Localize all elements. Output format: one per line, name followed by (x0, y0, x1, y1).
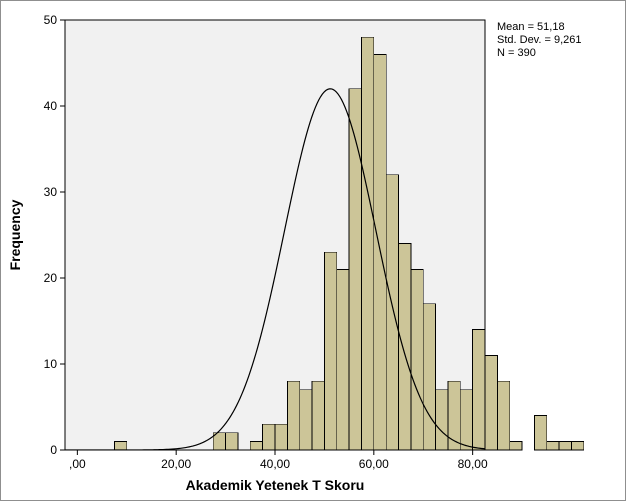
x-tick-label: ,00 (69, 457, 86, 471)
x-tick-label: 60,00 (359, 457, 389, 471)
histogram-chart: ,00 20,00 40,00 60,00 80,00 0 10 20 30 40 50 Akadem… (0, 0, 626, 501)
x-tick-label: 80,00 (458, 457, 488, 471)
y-tick-label: 40 (44, 99, 58, 113)
chart-svg: ,00 20,00 40,00 60,00 80,00 0 10 20 30 40 50 Akadem… (0, 0, 626, 501)
y-tick-label: 0 (50, 443, 57, 457)
y-tick-label: 30 (44, 185, 58, 199)
x-tick-label: 20,00 (161, 457, 191, 471)
stats-mean: Mean = 51,18 (497, 21, 565, 33)
y-tick-label: 50 (44, 13, 58, 27)
y-axis-label: Frequency (7, 199, 23, 270)
stats-stddev: Std. Dev. = 9,261 (497, 34, 582, 46)
x-axis-label: Akademik Yetenek T Skoru (186, 477, 365, 493)
stats-n: N = 390 (497, 47, 536, 59)
y-tick-label: 10 (44, 357, 58, 371)
x-tick-label: 40,00 (260, 457, 290, 471)
y-tick-label: 20 (44, 271, 58, 285)
